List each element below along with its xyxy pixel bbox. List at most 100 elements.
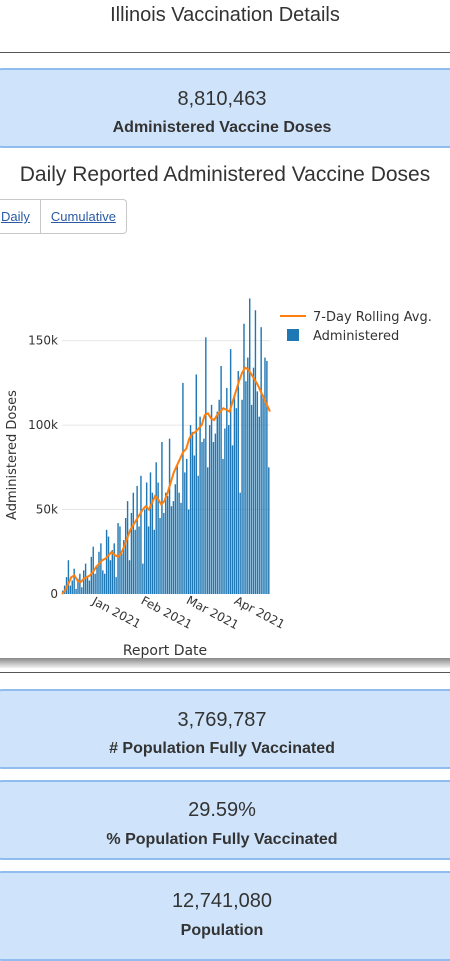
x-tick-label: Apr 2021	[232, 594, 287, 632]
chart-title: Daily Reported Administered Vaccine Dose…	[19, 163, 431, 186]
bar	[69, 585, 72, 594]
bar	[82, 570, 85, 594]
bar	[189, 425, 192, 594]
bar	[88, 580, 91, 594]
chart-area: 0 50k 100k 150k Jan 2021 Feb 2021 Mar 2021 Apr…	[0, 250, 450, 660]
bar	[105, 529, 108, 594]
bar	[176, 465, 178, 594]
bar	[245, 381, 247, 594]
bar	[103, 573, 106, 594]
bar	[124, 518, 127, 594]
bar	[138, 526, 140, 594]
y-tick-label: 0	[50, 587, 58, 601]
bar	[195, 374, 197, 594]
bar	[218, 399, 220, 594]
bar	[94, 573, 96, 594]
bar	[111, 550, 114, 594]
y-axis-label: Administered Doses	[5, 390, 20, 520]
bar	[235, 408, 238, 594]
bar	[233, 394, 236, 594]
bar	[262, 394, 264, 594]
card-label: # Population Fully Vaccinated	[109, 740, 335, 757]
population-card: 12,741,080 Population	[0, 871, 450, 961]
tab-daily[interactable]: Daily	[1, 209, 30, 224]
y-tick-label: 150k	[28, 334, 58, 348]
bar	[216, 411, 218, 594]
bar	[157, 482, 159, 594]
card-value: 8,810,463	[177, 88, 267, 110]
x-tick-label: Feb 2021	[139, 593, 195, 631]
bar	[241, 399, 243, 594]
legend-label-avg: 7-Day Rolling Avg.	[313, 310, 432, 325]
card-value: 3,769,787	[177, 709, 267, 731]
bar	[96, 566, 98, 594]
bar	[254, 310, 257, 594]
legend: 7-Day Rolling Avg. Administered	[280, 310, 432, 344]
bar	[268, 467, 270, 594]
bar	[229, 349, 232, 594]
bar	[214, 433, 217, 594]
divider	[0, 672, 450, 673]
y-tick-label: 50k	[36, 503, 58, 517]
bar	[228, 425, 230, 594]
bar	[144, 509, 146, 594]
bar	[117, 523, 119, 594]
bar	[161, 442, 163, 594]
bar	[260, 327, 262, 594]
card-label: Population	[180, 922, 264, 939]
divider	[0, 52, 450, 53]
rolling-average-line	[61, 366, 271, 595]
bar	[222, 458, 224, 594]
bar	[178, 492, 180, 594]
bar	[197, 475, 199, 594]
bar	[67, 560, 70, 594]
card-value: 12,741,080	[171, 890, 273, 912]
bar	[107, 536, 110, 594]
bar	[205, 337, 207, 594]
bar	[136, 485, 138, 594]
x-axis-label: Report Date	[123, 643, 207, 659]
bar	[163, 512, 165, 594]
bar	[187, 509, 190, 594]
card-label: Administered Vaccine Doses	[112, 119, 332, 136]
bar	[186, 458, 188, 594]
bar	[252, 367, 255, 594]
bar	[184, 472, 186, 594]
x-tick-label: Mar 2021	[184, 593, 241, 632]
bar	[155, 462, 157, 594]
bar	[220, 366, 222, 594]
bar	[165, 492, 167, 594]
percent-vaccinated-card: 29.59% % Population Fully Vaccinated	[0, 780, 450, 860]
bar	[170, 506, 173, 594]
bar	[102, 570, 104, 594]
bar	[256, 391, 259, 594]
bar	[199, 416, 201, 594]
bar	[142, 563, 144, 594]
bar	[100, 543, 102, 594]
bar	[237, 371, 239, 594]
bar	[140, 475, 142, 594]
bar	[75, 588, 77, 594]
y-tick-label: 100k	[28, 418, 58, 432]
tab-cumulative[interactable]: Cumulative	[39, 200, 126, 233]
bar	[182, 382, 184, 594]
bar	[121, 553, 123, 594]
bar	[201, 442, 203, 594]
bar	[191, 431, 194, 594]
administered-doses-card: 8,810,463 Administered Vaccine Doses	[0, 68, 450, 148]
x-tick-label: Jan 2021	[89, 594, 143, 632]
bar	[207, 467, 209, 594]
bar	[212, 442, 215, 594]
bar	[168, 438, 171, 594]
card-value: 29.59%	[188, 799, 256, 821]
bar	[250, 404, 253, 594]
bar	[264, 357, 266, 594]
bar	[239, 492, 241, 594]
bar	[210, 404, 213, 594]
bar	[249, 298, 251, 594]
chart-view-tabs: Daily Cumulative	[0, 199, 127, 234]
bar	[113, 543, 115, 594]
card-label: % Population Fully Vaccinated	[106, 831, 338, 848]
